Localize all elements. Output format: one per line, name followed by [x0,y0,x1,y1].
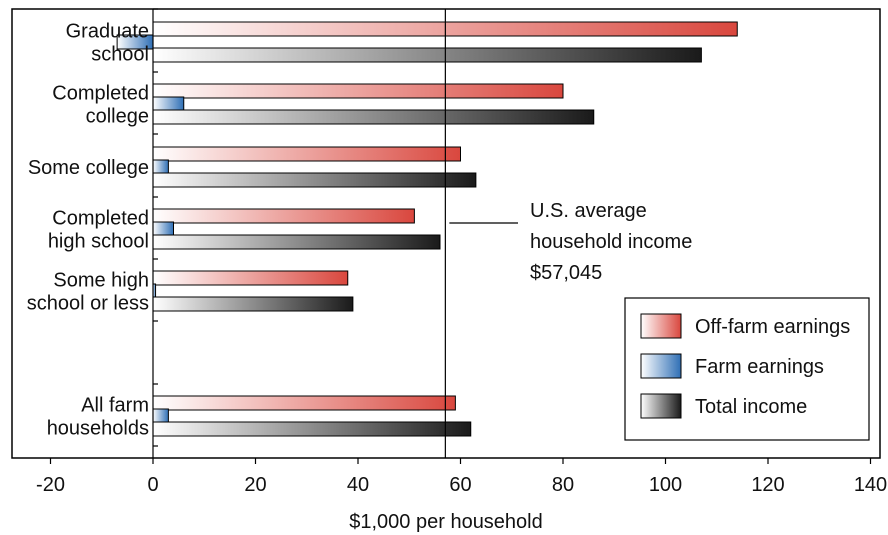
x-tick-label: -20 [36,474,65,496]
bar-off-farm-earnings-all-farm-households [152,395,456,411]
bar-total-income-some-high-school-or-less [152,296,354,312]
legend-swatch-total-income [640,393,682,419]
category-label: Graduate [66,21,149,43]
category-label: Some high [53,270,149,292]
bar-off-farm-earnings-some-college [152,146,461,162]
x-tick-label: 100 [649,474,682,496]
bar-farm-earnings-all-farm-households [152,408,169,424]
x-tick-label: 0 [147,474,158,496]
reference-label: U.S. average household income $57,045 [530,200,692,284]
reference-label-line: $57,045 [530,262,602,284]
category-label: Some college [28,157,149,179]
reference-label-line: household income [530,231,692,253]
category-label: college [86,106,149,128]
category-label: school or less [27,293,149,315]
x-tick-label: 40 [347,474,369,496]
x-tick-label: 120 [751,474,784,496]
x-tick-label: 80 [552,474,574,496]
x-tick-label: 20 [244,474,266,496]
legend-label-off-farm-earnings: Off-farm earnings [695,316,850,338]
category-label: school [91,44,149,66]
category-label: households [47,418,149,440]
legend-label-farm-earnings: Farm earnings [695,356,824,378]
bar-total-income-some-college [152,172,477,188]
category-label: high school [48,231,149,253]
category-label: Completed [52,83,149,105]
bar-off-farm-earnings-completed-college [152,83,564,99]
bar-farm-earnings-some-college [152,159,169,175]
x-axis-label: $1,000 per household [349,511,543,533]
reference-label-line: U.S. average [530,200,647,222]
legend-label-total-income: Total income [695,396,807,418]
bar-farm-earnings-completed-high-school [152,221,174,237]
bar-total-income-all-farm-households [152,421,472,437]
x-tick-label: 140 [854,474,887,496]
bar-total-income-graduate-school [152,47,702,63]
legend-swatch-farm-earnings [640,353,682,379]
bar-off-farm-earnings-some-high-school-or-less [152,270,349,286]
category-label: All farm [81,395,149,417]
legend-swatch-off-farm-earnings [640,313,682,339]
bar-farm-earnings-completed-college [152,96,185,112]
x-tick-label: 60 [449,474,471,496]
legend: Off-farm earnings Farm earnings Total inco… [624,297,870,441]
bar-total-income-completed-high-school [152,234,441,250]
category-label: Completed [52,208,149,230]
bar-off-farm-earnings-completed-high-school [152,208,415,224]
bar-total-income-completed-college [152,109,595,125]
